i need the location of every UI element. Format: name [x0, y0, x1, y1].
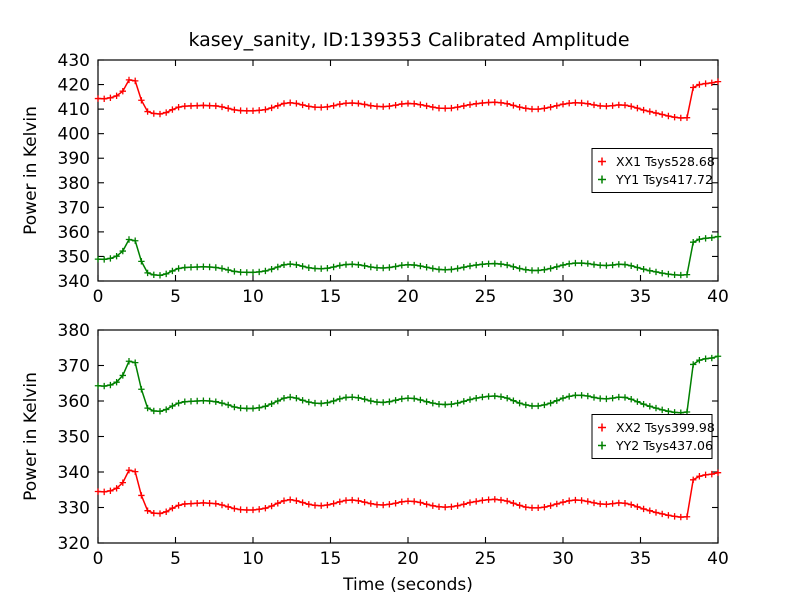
legend-entry-label: XX1 Tsys528.68	[616, 154, 715, 169]
x-tick-label: 10	[242, 287, 264, 307]
legend-entry-label: YY2 Tsys437.06	[615, 438, 713, 453]
y-tick-label: 420	[58, 76, 90, 96]
x-tick-label: 35	[630, 549, 652, 569]
chart-panel-top: 340 350 360 370 380 390 400 410 420 430 0 5 10 15 20 25…	[21, 51, 729, 307]
y-tick-label: 380	[58, 174, 90, 194]
x-tick-label: 25	[475, 287, 497, 307]
x-axis-label: Time (seconds)	[342, 575, 473, 595]
y-tick-label: 340	[58, 272, 90, 292]
y-tick-label: 370	[58, 357, 90, 377]
legend-entry-label: XX2 Tsys399.98	[616, 420, 715, 435]
x-tick-label: 20	[397, 549, 419, 569]
legend-entry-label: YY1 Tsys417.72	[615, 172, 713, 187]
y-axis-label: Power in Kelvin	[21, 106, 41, 235]
series-markers	[94, 233, 722, 279]
y-tick-label: 340	[58, 463, 90, 483]
y-tick-label: 350	[58, 247, 90, 267]
series-markers	[94, 76, 722, 122]
x-tick-label: 30	[552, 287, 574, 307]
x-tick-label: 35	[630, 287, 652, 307]
y-tick-label: 410	[58, 100, 90, 120]
chart-legend[interactable]: XX1 Tsys528.68 YY1 Tsys417.72	[591, 148, 715, 193]
y-axis-label: Power in Kelvin	[21, 372, 41, 501]
series-markers	[94, 353, 722, 416]
x-tick-label: 5	[170, 549, 181, 569]
y-tick-label: 430	[58, 51, 90, 71]
chart-panel-bottom: 320 330 340 350 360 370 380 0 5 10 15 20 25 30 35 40 Pow…	[21, 321, 729, 595]
x-tick-label: 15	[320, 287, 342, 307]
y-tick-label: 320	[58, 534, 90, 554]
x-tick-label: 20	[397, 287, 419, 307]
x-tick-label: 40	[707, 549, 729, 569]
x-tick-label: 25	[475, 549, 497, 569]
y-tick-label: 330	[58, 499, 90, 519]
y-tick-label: 350	[58, 428, 90, 448]
series-markers	[94, 467, 722, 521]
chart-legend[interactable]: XX2 Tsys399.98 YY2 Tsys437.06	[591, 414, 715, 459]
x-tick-label: 10	[242, 549, 264, 569]
y-tick-label: 360	[58, 392, 90, 412]
page-title: kasey_sanity, ID:139353 Calibrated Ampli…	[188, 29, 629, 51]
y-tick-label: 360	[58, 223, 90, 243]
x-tick-label: 40	[707, 287, 729, 307]
y-tick-label: 390	[58, 149, 90, 169]
x-tick-label: 5	[170, 287, 181, 307]
x-tick-label: 15	[320, 549, 342, 569]
x-tick-label: 30	[552, 549, 574, 569]
y-tick-label: 400	[58, 125, 90, 145]
y-tick-label: 380	[58, 321, 90, 341]
y-tick-label: 370	[58, 198, 90, 218]
x-tick-label: 0	[93, 549, 104, 569]
x-tick-label: 0	[93, 287, 104, 307]
